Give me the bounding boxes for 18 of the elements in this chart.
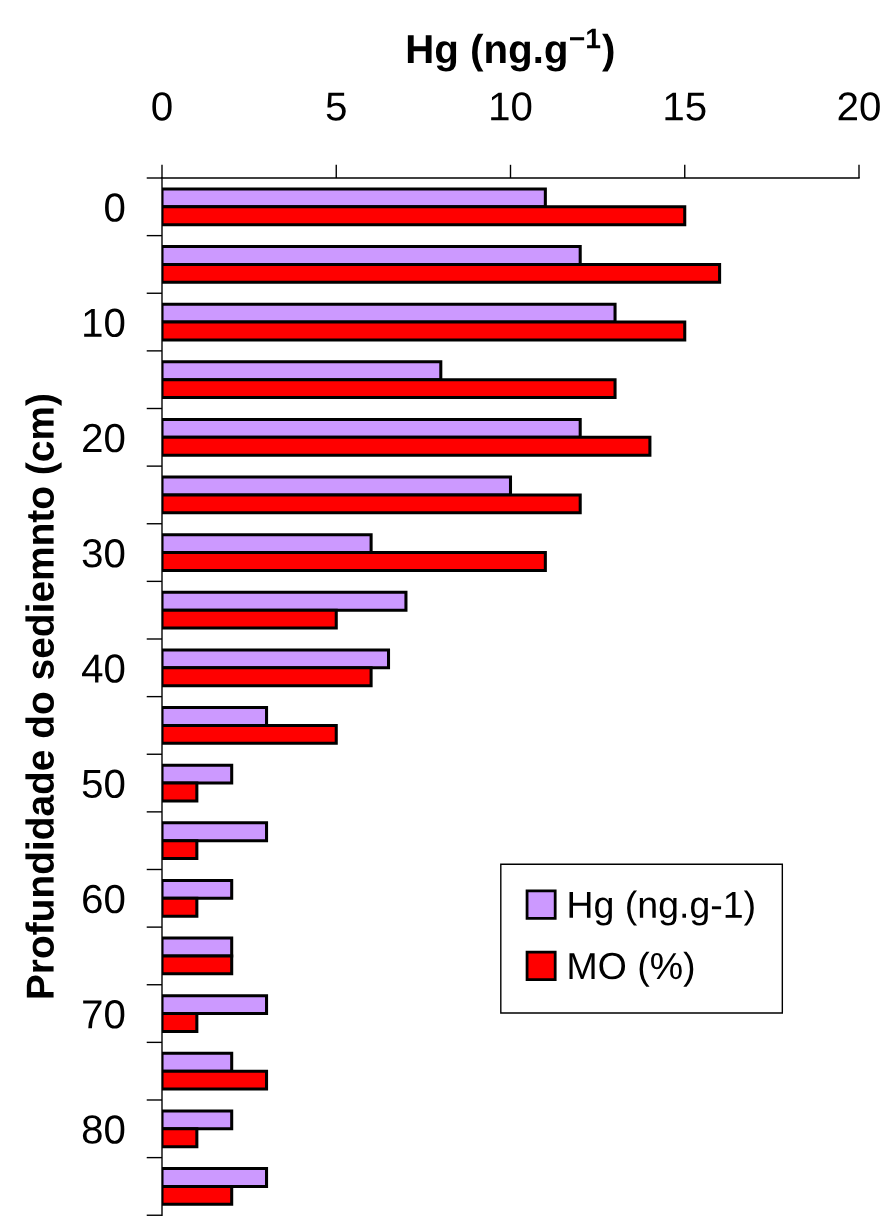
y-tick-label: 50 [82,769,125,799]
x-axis-title: Hg (ng.g$^{−1}$) [407,28,614,72]
x-tick-label: 10 [491,92,532,121]
y-tick-label: 10 [84,308,125,338]
y-tick-label: 40 [82,654,125,683]
y-tick-label: 20 [83,423,125,453]
legend-label: Hg (ng.g-1) [569,890,754,926]
x-tick-label: 20 [838,92,880,121]
y-tick-label: 30 [82,539,125,568]
x-tick-label: 15 [665,92,706,121]
y-tick-label: 70 [83,1000,125,1029]
y-tick-label: 60 [83,884,125,914]
y-tick-label: 0 [105,193,125,222]
y-tick-label: 80 [82,1115,125,1144]
legend-label: MO (%) [569,951,694,987]
x-tick-label: 0 [152,92,172,121]
x-tick-label: 5 [326,92,346,121]
y-axis-title: Profundidade do sediemnto (cm) [25,394,62,998]
